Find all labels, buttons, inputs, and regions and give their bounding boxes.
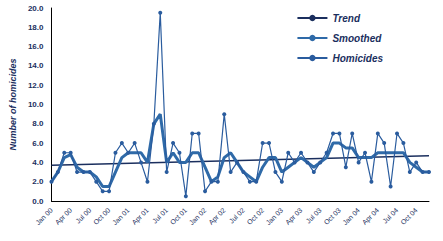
svg-text:Apr 04: Apr 04 <box>361 206 381 226</box>
svg-text:Jul 01: Jul 01 <box>151 206 169 224</box>
svg-text:14.0: 14.0 <box>28 61 44 70</box>
svg-text:Apr 01: Apr 01 <box>130 206 150 226</box>
svg-text:Oct 01: Oct 01 <box>169 206 189 226</box>
svg-text:Homicides: Homicides <box>332 53 383 64</box>
svg-text:6.0: 6.0 <box>32 139 44 148</box>
svg-text:Jul 03: Jul 03 <box>305 206 323 224</box>
svg-text:Jan 00: Jan 00 <box>34 206 54 226</box>
svg-text:Trend: Trend <box>332 13 360 24</box>
svg-text:Smoothed: Smoothed <box>332 33 382 44</box>
svg-text:Jul 00: Jul 00 <box>74 206 92 224</box>
svg-text:12.0: 12.0 <box>28 81 44 90</box>
svg-text:Jan 02: Jan 02 <box>188 206 208 226</box>
svg-text:Oct 04: Oct 04 <box>399 206 419 226</box>
svg-text:Apr 00: Apr 00 <box>54 206 74 226</box>
svg-text:18.0: 18.0 <box>28 23 44 32</box>
svg-text:0.0: 0.0 <box>32 197 44 206</box>
svg-text:Jul 02: Jul 02 <box>228 206 246 224</box>
svg-text:Number of homicides: Number of homicides <box>8 58 18 150</box>
svg-text:Oct 02: Oct 02 <box>246 206 266 226</box>
svg-text:Jan 03: Jan 03 <box>265 206 285 226</box>
svg-text:Apr 02: Apr 02 <box>207 206 227 226</box>
svg-text:Oct 03: Oct 03 <box>322 206 342 226</box>
svg-text:Apr 03: Apr 03 <box>284 206 304 226</box>
svg-text:Jan 04: Jan 04 <box>341 206 361 226</box>
svg-text:10.0: 10.0 <box>28 100 44 109</box>
svg-text:2.0: 2.0 <box>32 177 44 186</box>
svg-text:Jul 04: Jul 04 <box>381 206 399 224</box>
svg-text:20.0: 20.0 <box>28 4 44 13</box>
svg-text:Jan 01: Jan 01 <box>111 206 131 226</box>
svg-text:8.0: 8.0 <box>32 119 44 128</box>
svg-text:16.0: 16.0 <box>28 42 44 51</box>
svg-text:4.0: 4.0 <box>32 158 44 167</box>
svg-text:Oct 00: Oct 00 <box>92 206 112 226</box>
